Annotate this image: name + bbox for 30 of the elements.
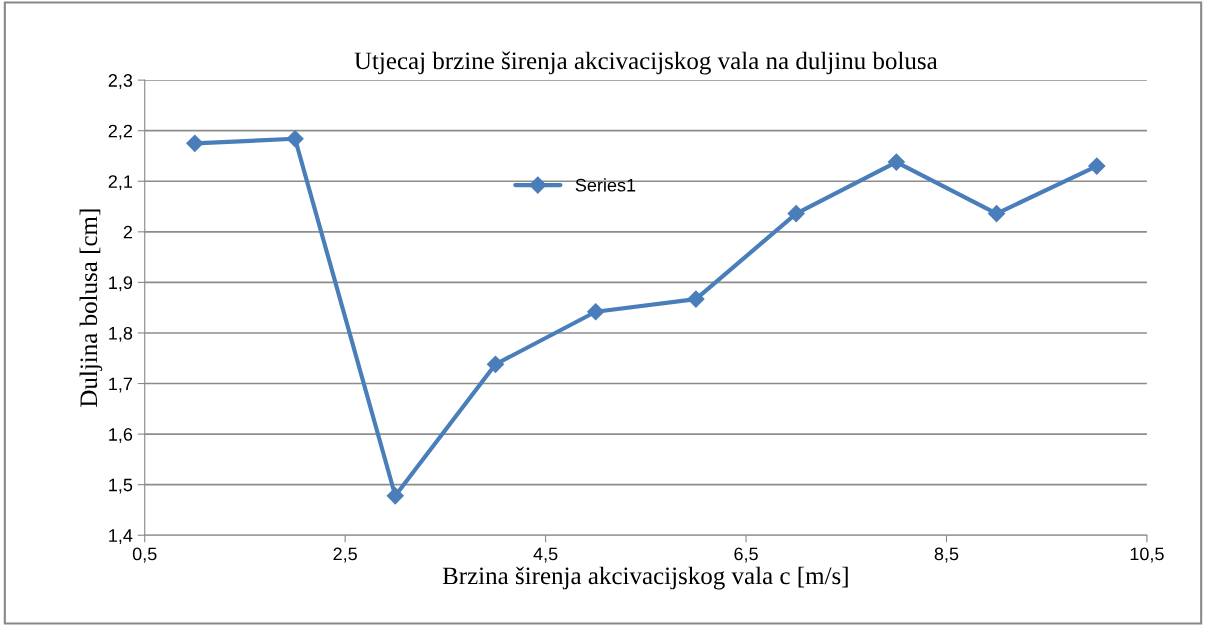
- x-axis-title: Brzina širenja akcivacijskog vala c [m/s]: [442, 566, 848, 590]
- x-tick-label: 0,5: [132, 547, 157, 563]
- y-tick-label: 1,4: [109, 529, 133, 545]
- x-tick-label: 6,5: [734, 547, 758, 563]
- point: [687, 290, 705, 308]
- y-tick-label: 2,3: [108, 74, 133, 89]
- point: [787, 205, 805, 223]
- x-tick-label: 4,5: [533, 547, 558, 563]
- chart-title: Utjecaj brzine širenja akcivacijskog vala na duljinu bolusa: [354, 51, 938, 75]
- y-tick-label: 2: [123, 225, 133, 239]
- point: [386, 487, 404, 505]
- legend-label: Series1: [575, 178, 636, 192]
- y-tick-label: 2,1: [108, 175, 133, 191]
- x-tick-label: 2,5: [333, 547, 357, 563]
- point: [988, 205, 1006, 223]
- y-tick-label: 1,7: [109, 377, 133, 393]
- x-tick-label: 8,5: [934, 547, 959, 563]
- y-axis-title: Duljina bolusa [cm]: [79, 209, 103, 407]
- point: [587, 303, 605, 321]
- point: [887, 153, 905, 171]
- y-tick-label: 1,5: [109, 478, 133, 494]
- y-tick-label: 1,9: [109, 276, 133, 292]
- point: [186, 134, 204, 152]
- point: [486, 355, 505, 373]
- y-tick-label: 2,2: [108, 124, 133, 140]
- y-tick-label: 1,8: [109, 326, 133, 342]
- x-tick-label: 10,5: [1130, 547, 1164, 563]
- point: [286, 130, 304, 148]
- point: [1088, 157, 1106, 175]
- y-tick-label: 1,6: [109, 428, 133, 443]
